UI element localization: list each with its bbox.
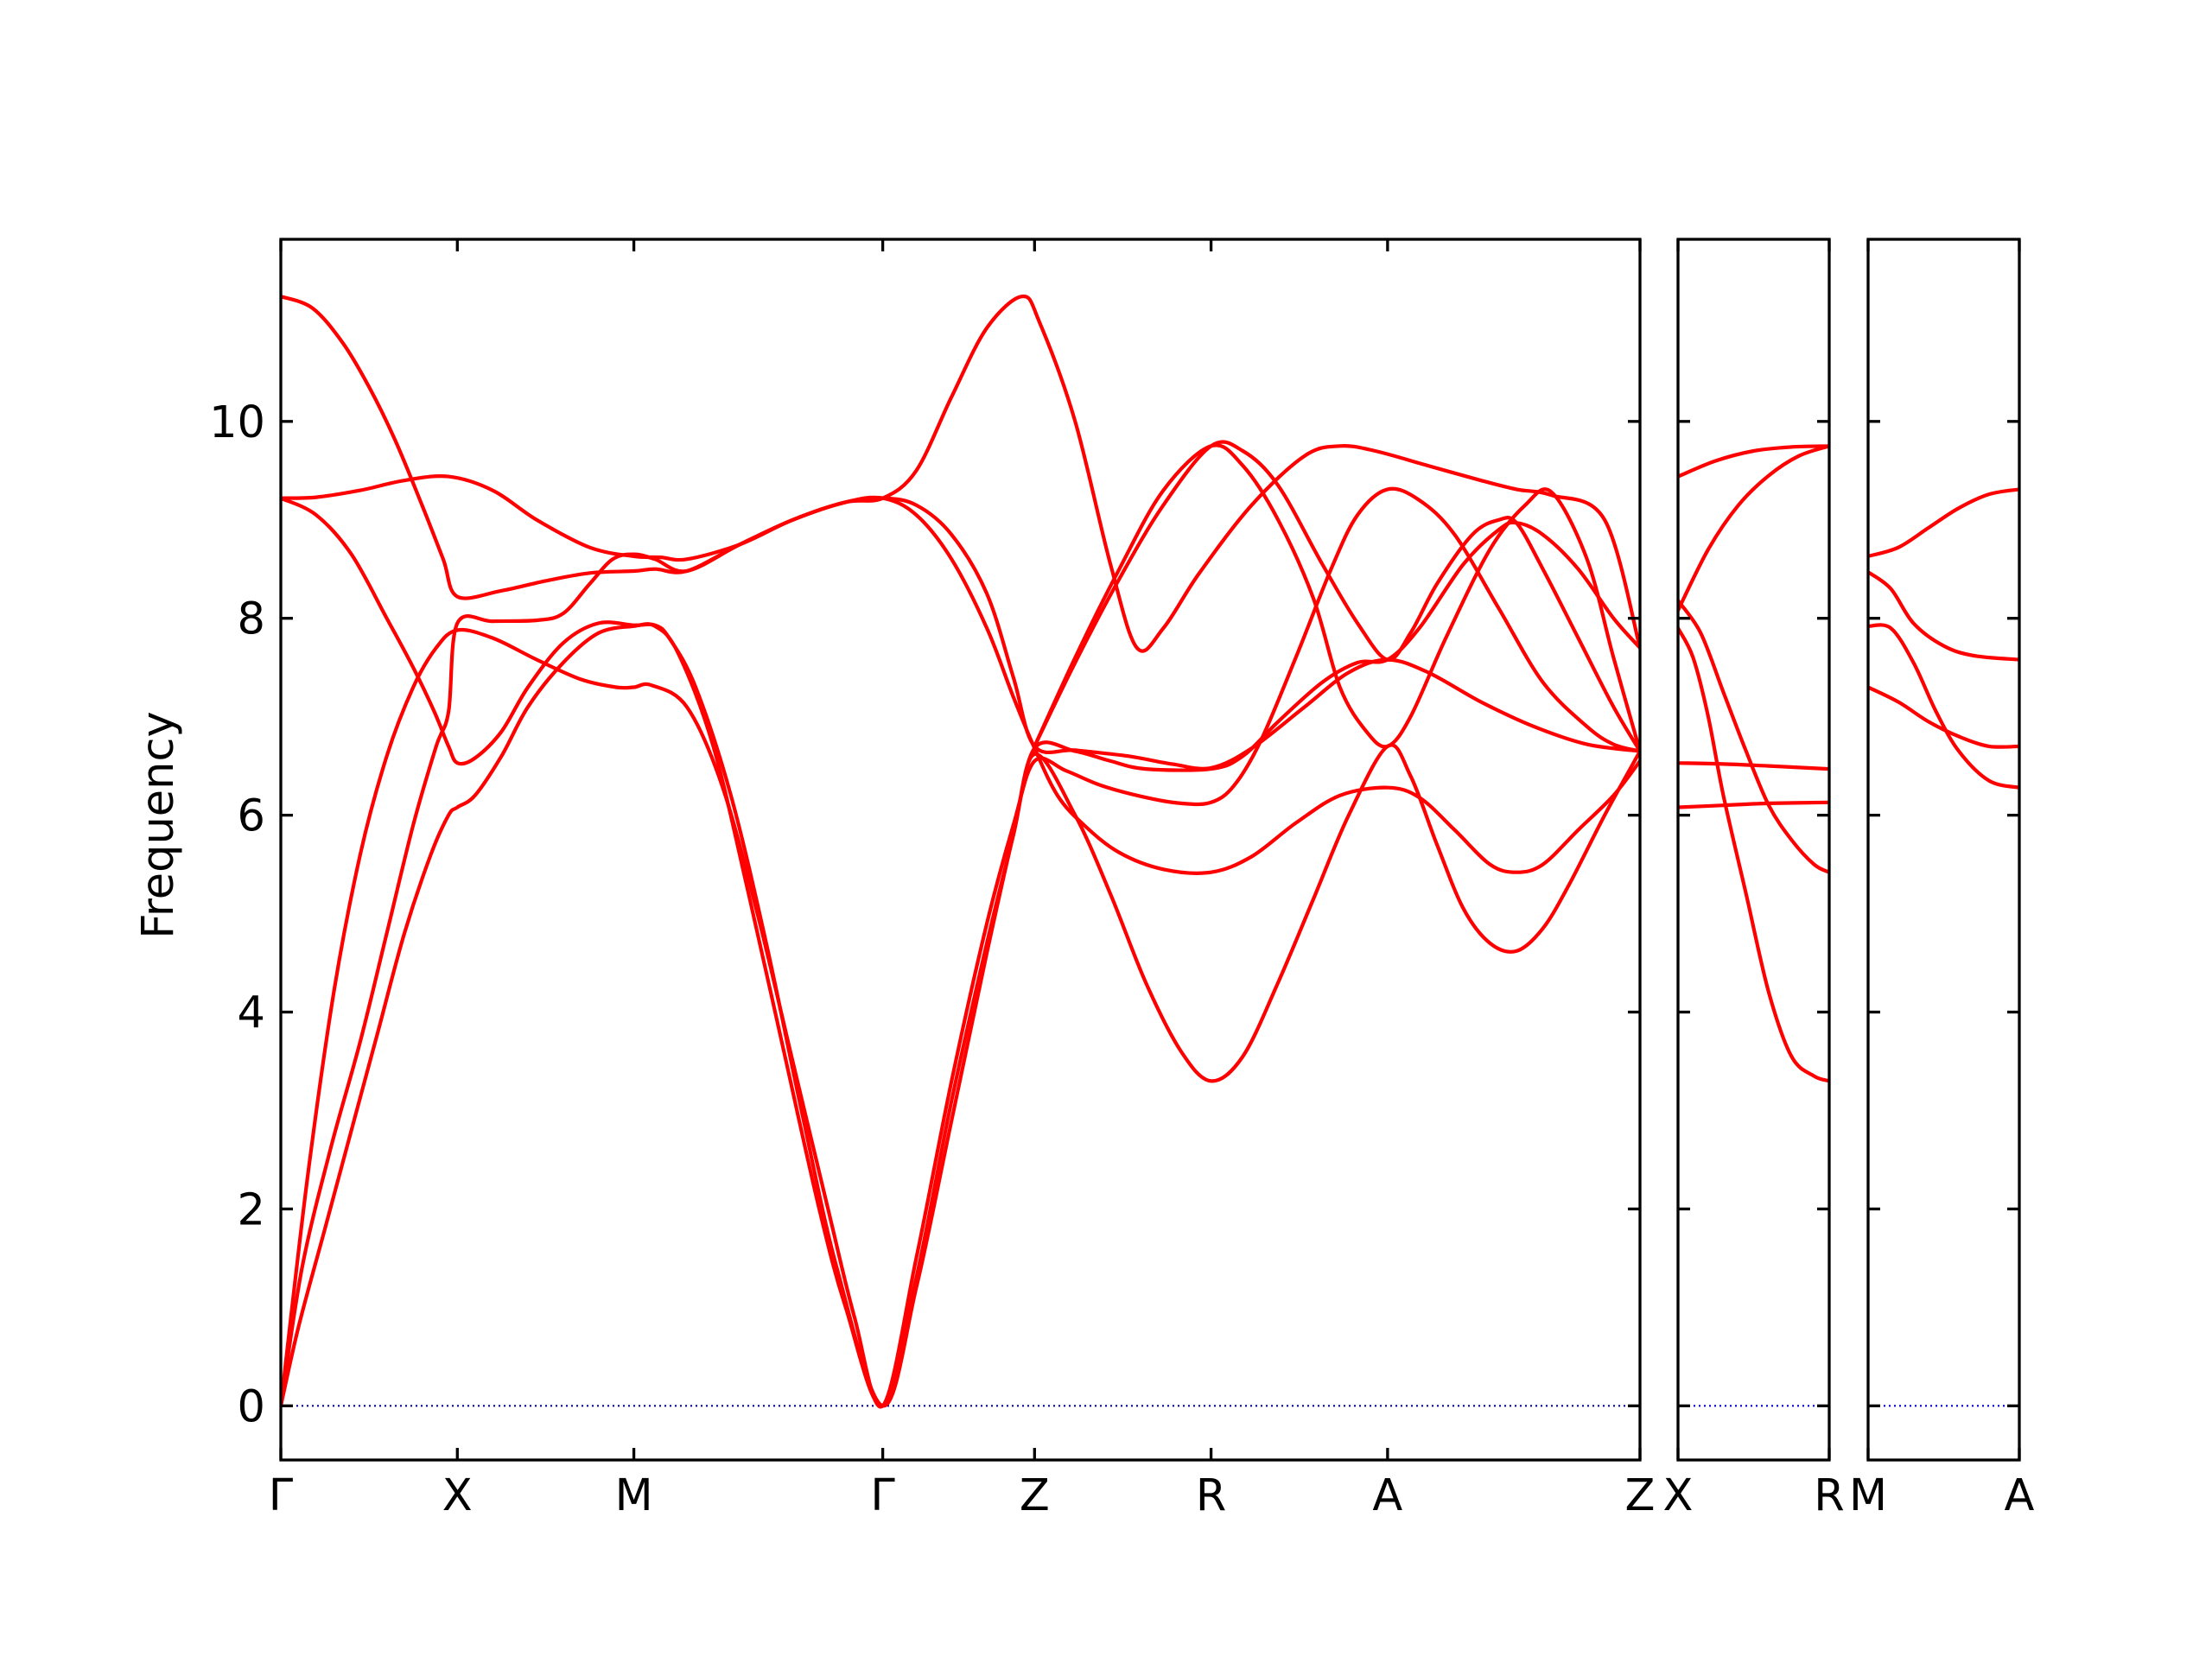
panel-frame xyxy=(279,238,1642,1462)
y-tick-label: 8 xyxy=(238,594,265,645)
band-line-3-1 xyxy=(1868,487,2019,558)
x-tick-label: Z xyxy=(1625,1470,1656,1521)
band-line-2-1 xyxy=(1678,444,1829,479)
x-tick-label: A xyxy=(1372,1470,1402,1521)
x-tick-label: Γ xyxy=(870,1470,895,1521)
band-line-2-4 xyxy=(1678,626,1829,1083)
band-line-1-2 xyxy=(281,294,1640,653)
band-line-1-4 xyxy=(281,486,1640,1409)
band-line-1-1 xyxy=(281,295,1640,771)
band-line-3-4 xyxy=(1868,685,2019,749)
band-line-3-3 xyxy=(1868,623,2019,790)
panel-frame xyxy=(1866,238,2021,1462)
y-axis-label: Frequency xyxy=(133,711,184,938)
y-tick-label: 4 xyxy=(238,988,265,1039)
band-line-1-8 xyxy=(1033,443,1640,753)
band-line-2-3 xyxy=(1678,599,1829,874)
band-line-1-6 xyxy=(281,495,1640,1408)
band-line-2-5 xyxy=(1678,761,1829,771)
band-line-2-6 xyxy=(1678,800,1829,809)
x-tick-label: Γ xyxy=(269,1470,294,1521)
x-tick-label: X xyxy=(442,1470,473,1521)
x-tick-label: X xyxy=(1663,1470,1694,1521)
band-line-2-2 xyxy=(1678,444,1829,613)
panel-1: Γ X M Γ Z R A Z 0 2 4 6 8 10 xyxy=(209,238,1656,1521)
y-tick-label: 6 xyxy=(238,791,265,842)
y-tick-label: 10 xyxy=(209,397,265,448)
y-tick-label: 2 xyxy=(238,1184,265,1235)
x-tick-label: R xyxy=(1196,1470,1226,1521)
x-tick-label: M xyxy=(615,1470,653,1521)
x-tick-label: R xyxy=(1814,1470,1844,1521)
band-line-1-3 xyxy=(281,496,1640,1408)
y-tick-label: 0 xyxy=(238,1381,265,1432)
x-tick-label: Z xyxy=(1020,1470,1050,1521)
panel-frame xyxy=(1676,238,1831,1462)
band-line-1-5 xyxy=(281,520,1640,1408)
band-line-3-2 xyxy=(1868,570,2019,662)
x-tick-label: A xyxy=(2005,1470,2035,1521)
band-line-1-7 xyxy=(1033,440,1640,753)
x-tick-label: M xyxy=(1849,1470,1887,1521)
